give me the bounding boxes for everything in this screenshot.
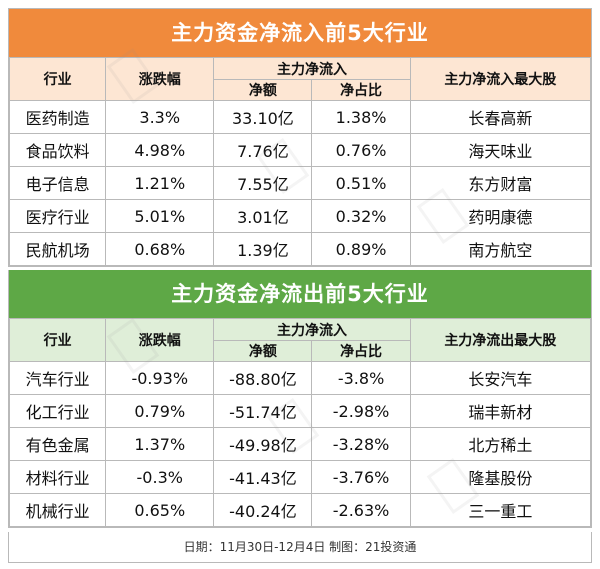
top-stock-cell: 长春高新	[409, 100, 592, 134]
net-ratio-cell: 1.38%	[311, 100, 411, 134]
industry-cell: 食品饮料	[8, 133, 107, 167]
change-cell: 1.37%	[105, 427, 215, 461]
change-cell: 4.98%	[105, 133, 215, 167]
top-stock-cell: 南方航空	[409, 232, 592, 266]
inflow-table: 行业 涨跌幅 主力净流入 主力净流入最大股 净额 净占比 医药制造 3.3% 3…	[8, 57, 592, 266]
change-cell: 0.68%	[105, 232, 215, 266]
industry-cell: 民航机场	[8, 232, 107, 266]
outflow-table: 行业 涨跌幅 主力净流入 主力净流出最大股 净额 净占比 汽车行业 -0.93%…	[8, 318, 592, 527]
industry-cell: 医药制造	[8, 100, 107, 134]
change-cell: 1.21%	[105, 166, 215, 200]
net-ratio-cell: -3.8%	[311, 361, 411, 395]
header-change: 涨跌幅	[105, 57, 215, 101]
net-amount-cell: -51.74亿	[213, 394, 313, 428]
net-amount-cell: 7.76亿	[213, 133, 313, 167]
header-main-flow: 主力净流入	[213, 57, 411, 80]
change-cell: 5.01%	[105, 199, 215, 233]
table-row: 汽车行业 -0.93% -88.80亿 -3.8% 长安汽车	[8, 361, 592, 395]
header-industry: 行业	[8, 57, 107, 101]
header-net-ratio: 净占比	[311, 340, 411, 362]
net-ratio-cell: 0.51%	[311, 166, 411, 200]
header-net-amount: 净额	[213, 79, 313, 101]
top-stock-cell: 海天味业	[409, 133, 592, 167]
change-cell: 3.3%	[105, 100, 215, 134]
table-row: 有色金属 1.37% -49.98亿 -3.28% 北方稀土	[8, 427, 592, 461]
net-amount-cell: -49.98亿	[213, 427, 313, 461]
net-amount-cell: 33.10亿	[213, 100, 313, 134]
inflow-title: 主力资金净流入前5大行业	[9, 9, 591, 57]
net-ratio-cell: -3.28%	[311, 427, 411, 461]
change-cell: -0.93%	[105, 361, 215, 395]
industry-cell: 有色金属	[8, 427, 107, 461]
industry-cell: 材料行业	[8, 460, 107, 494]
net-amount-cell: -40.24亿	[213, 493, 313, 527]
footer-caption: 日期：11月30日-12月4日 制图：21投资通	[8, 532, 592, 563]
table-row: 医疗行业 5.01% 3.01亿 0.32% 药明康德	[8, 199, 592, 233]
table-row: 材料行业 -0.3% -41.43亿 -3.76% 隆基股份	[8, 460, 592, 494]
industry-cell: 化工行业	[8, 394, 107, 428]
net-ratio-cell: 0.89%	[311, 232, 411, 266]
change-cell: 0.79%	[105, 394, 215, 428]
table-row: 食品饮料 4.98% 7.76亿 0.76% 海天味业	[8, 133, 592, 167]
header-main-flow: 主力净流入	[213, 318, 411, 341]
net-amount-cell: -88.80亿	[213, 361, 313, 395]
net-amount-cell: 3.01亿	[213, 199, 313, 233]
header-top-stock: 主力净流出最大股	[409, 318, 592, 362]
top-stock-cell: 三一重工	[409, 493, 592, 527]
table-row: 电子信息 1.21% 7.55亿 0.51% 东方财富	[8, 166, 592, 200]
header-net-amount: 净额	[213, 340, 313, 362]
top-stock-cell: 药明康德	[409, 199, 592, 233]
net-ratio-cell: -2.98%	[311, 394, 411, 428]
net-ratio-cell: -2.63%	[311, 493, 411, 527]
net-amount-cell: -41.43亿	[213, 460, 313, 494]
industry-cell: 电子信息	[8, 166, 107, 200]
change-cell: -0.3%	[105, 460, 215, 494]
top-stock-cell: 东方财富	[409, 166, 592, 200]
net-ratio-cell: 0.32%	[311, 199, 411, 233]
net-ratio-cell: 0.76%	[311, 133, 411, 167]
change-cell: 0.65%	[105, 493, 215, 527]
table-row: 医药制造 3.3% 33.10亿 1.38% 长春高新	[8, 100, 592, 134]
outflow-panel: 主力资金净流出前5大行业 行业 涨跌幅 主力净流入 主力净流出最大股 净额 净占…	[8, 270, 592, 528]
top-stock-cell: 瑞丰新材	[409, 394, 592, 428]
top-stock-cell: 北方稀土	[409, 427, 592, 461]
net-amount-cell: 7.55亿	[213, 166, 313, 200]
header-top-stock: 主力净流入最大股	[409, 57, 592, 101]
net-ratio-cell: -3.76%	[311, 460, 411, 494]
top-stock-cell: 长安汽车	[409, 361, 592, 395]
industry-cell: 汽车行业	[8, 361, 107, 395]
table-row: 机械行业 0.65% -40.24亿 -2.63% 三一重工	[8, 493, 592, 527]
net-amount-cell: 1.39亿	[213, 232, 313, 266]
industry-cell: 机械行业	[8, 493, 107, 527]
inflow-panel: 主力资金净流入前5大行业 行业 涨跌幅 主力净流入 主力净流入最大股 净额 净占…	[8, 8, 592, 267]
table-row: 化工行业 0.79% -51.74亿 -2.98% 瑞丰新材	[8, 394, 592, 428]
header-change: 涨跌幅	[105, 318, 215, 362]
header-net-ratio: 净占比	[311, 79, 411, 101]
outflow-title: 主力资金净流出前5大行业	[9, 270, 591, 318]
table-row: 民航机场 0.68% 1.39亿 0.89% 南方航空	[8, 232, 592, 266]
top-stock-cell: 隆基股份	[409, 460, 592, 494]
header-industry: 行业	[8, 318, 107, 362]
industry-cell: 医疗行业	[8, 199, 107, 233]
